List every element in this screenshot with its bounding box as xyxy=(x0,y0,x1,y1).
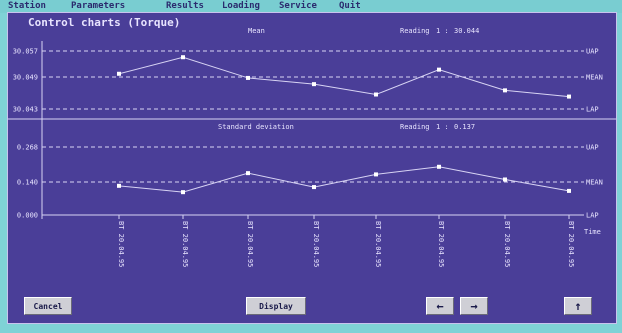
std-data-point-3 xyxy=(312,185,316,190)
x-tick-label-5: BT 20.04.95 xyxy=(437,221,445,267)
menu-station[interactable]: Station xyxy=(8,1,46,11)
mean-reading-mark: 1 : xyxy=(436,27,449,35)
mean-limit-label-2: LAP xyxy=(586,106,599,114)
menu-bar: Station Parameters Results Loading Servi… xyxy=(0,0,622,13)
mean-ytick-0: 30.057 xyxy=(13,48,38,56)
std-ytick-2: 0.000 xyxy=(17,212,38,220)
window-title: Control charts (Torque) xyxy=(28,16,181,29)
std-data-point-1 xyxy=(181,190,185,195)
menu-parameters[interactable]: Parameters xyxy=(71,1,126,11)
std-data-point-4 xyxy=(374,172,378,177)
x-tick-label-1: BT 20.04.95 xyxy=(181,221,189,267)
control-charts: Mean Reading 1 : 30.044 Standard deviati… xyxy=(8,27,616,267)
mean-data-point-5 xyxy=(437,67,441,72)
previous-button[interactable]: ← xyxy=(426,297,454,315)
std-ytick-1: 0.140 xyxy=(17,179,38,187)
std-limit-label-1: MEAN xyxy=(586,179,603,187)
x-tick-label-4: BT 20.04.95 xyxy=(374,221,382,267)
std-data-point-5 xyxy=(437,164,441,169)
std-data-point-7 xyxy=(567,188,571,193)
x-tick-label-2: BT 20.04.95 xyxy=(246,221,254,267)
std-data-point-6 xyxy=(503,177,507,182)
display-label: Display xyxy=(259,301,293,311)
arrow-right-icon: → xyxy=(470,299,478,313)
menu-quit[interactable]: Quit xyxy=(339,1,361,11)
std-limit-label-0: UAP xyxy=(586,144,599,152)
std-data-point-2 xyxy=(246,171,250,176)
x-tick-label-6: BT 20.04.95 xyxy=(503,221,511,267)
mean-ytick-1: 30.049 xyxy=(13,74,38,82)
mean-data-point-7 xyxy=(567,94,571,99)
menu-loading[interactable]: Loading xyxy=(222,1,260,11)
std-reading-value: 0.137 xyxy=(454,123,475,131)
std-limit-label-2: LAP xyxy=(586,212,599,220)
mean-limit-label-1: MEAN xyxy=(586,74,603,82)
menu-results[interactable]: Results xyxy=(166,1,204,11)
cancel-button[interactable]: Cancel xyxy=(24,297,72,315)
control-charts-window: Control charts (Torque) Mean Reading 1 :… xyxy=(7,12,617,324)
display-button[interactable]: Display xyxy=(246,297,306,315)
mean-limit-label-0: UAP xyxy=(586,48,599,56)
mean-reading-value: 30.044 xyxy=(454,27,479,35)
mean-data-point-6 xyxy=(503,88,507,93)
menu-service[interactable]: Service xyxy=(279,1,317,11)
cancel-label: Cancel xyxy=(33,301,63,311)
mean-ytick-2: 30.043 xyxy=(13,106,38,114)
next-button[interactable]: → xyxy=(460,297,488,315)
x-tick-label-7: BT 20.04.95 xyxy=(567,221,575,267)
x-axis-end-label: Time xyxy=(584,228,601,236)
std-reading-mark: 1 : xyxy=(436,123,449,131)
mean-data-point-3 xyxy=(312,82,316,87)
x-tick-label-3: BT 20.04.95 xyxy=(312,221,320,267)
mean-data-point-2 xyxy=(246,75,250,80)
std-chart-title: Standard deviation xyxy=(218,123,294,131)
arrow-up-icon: ↑ xyxy=(574,299,582,313)
mean-chart-title: Mean xyxy=(248,27,265,35)
mean-data-point-0 xyxy=(117,71,121,76)
std-series-line xyxy=(118,166,570,193)
mean-reading-label: Reading xyxy=(400,27,430,35)
std-data-point-0 xyxy=(117,183,121,188)
mean-data-point-1 xyxy=(181,55,185,60)
mean-data-point-4 xyxy=(374,92,378,97)
mean-series-line xyxy=(118,56,570,98)
std-ytick-0: 0.268 xyxy=(17,144,38,152)
arrow-left-icon: ← xyxy=(436,299,444,313)
up-button[interactable]: ↑ xyxy=(564,297,592,315)
x-tick-label-0: BT 20.04.95 xyxy=(117,221,125,267)
std-reading-label: Reading xyxy=(400,123,430,131)
